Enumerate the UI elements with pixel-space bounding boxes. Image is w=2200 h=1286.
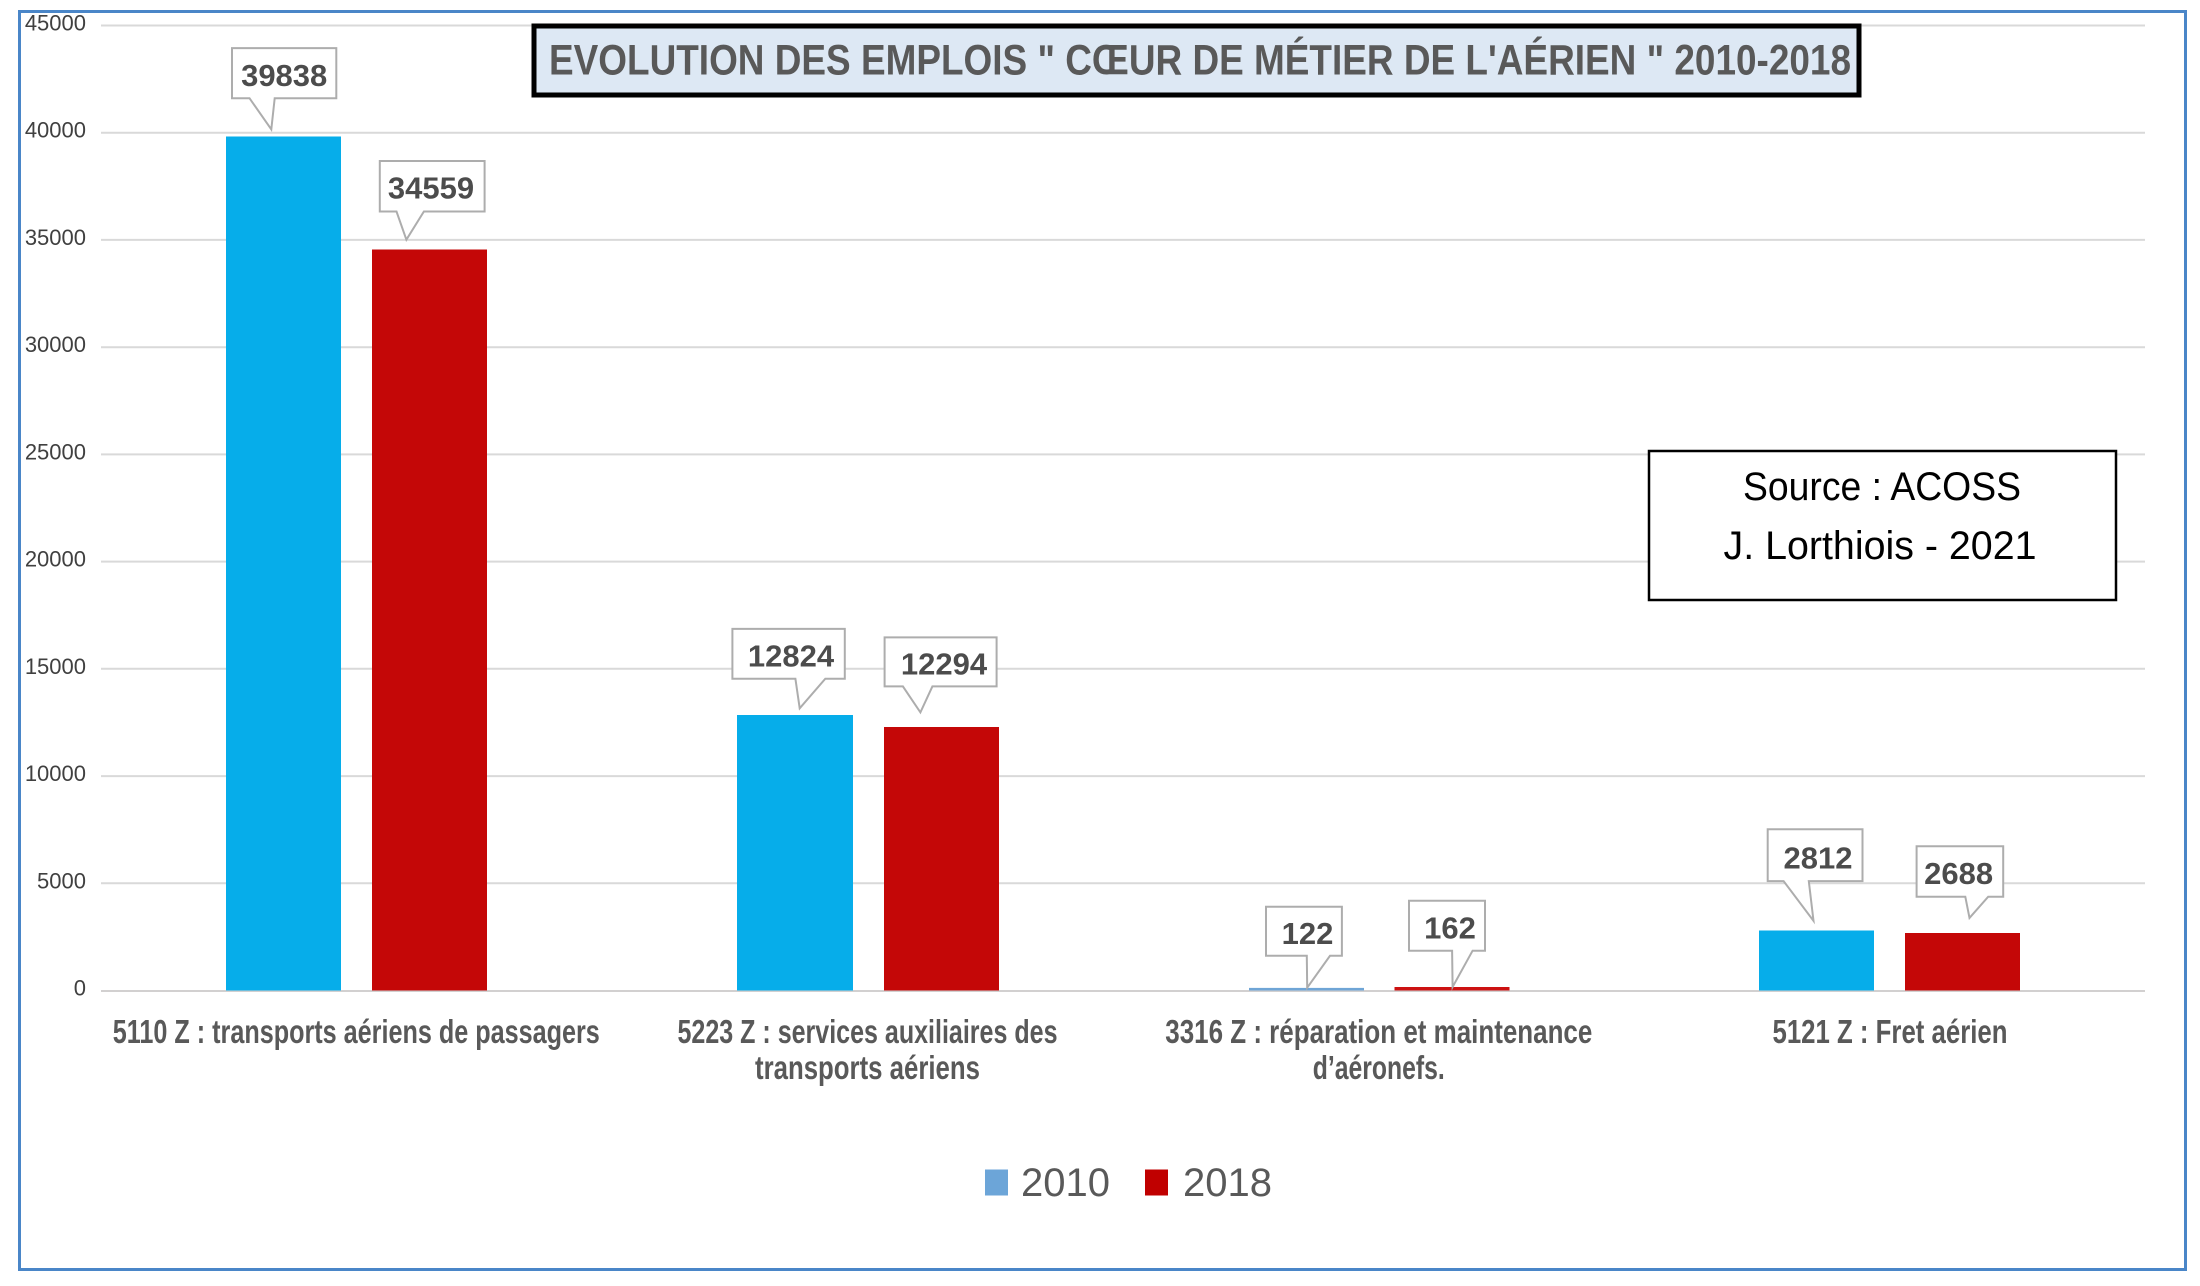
svg-text:162: 162 xyxy=(1424,910,1476,945)
svg-text:122: 122 xyxy=(1282,916,1334,951)
svg-text:2812: 2812 xyxy=(1784,841,1853,876)
svg-text:EVOLUTION DES EMPLOIS " CŒUR D: EVOLUTION DES EMPLOIS " CŒUR DE MÉTIER D… xyxy=(549,37,1851,85)
svg-text:12294: 12294 xyxy=(901,646,988,681)
svg-text:20000: 20000 xyxy=(25,547,86,572)
svg-text:10000: 10000 xyxy=(25,761,86,786)
svg-text:2018: 2018 xyxy=(1183,1161,1272,1205)
svg-text:35000: 35000 xyxy=(25,225,86,250)
svg-text:39838: 39838 xyxy=(241,58,327,93)
svg-text:transports aériens: transports aériens xyxy=(755,1049,980,1086)
svg-text:45000: 45000 xyxy=(25,11,86,36)
svg-text:12824: 12824 xyxy=(748,638,835,673)
svg-text:25000: 25000 xyxy=(25,439,86,464)
svg-text:3316 Z : réparation et mainten: 3316 Z : réparation et maintenance xyxy=(1165,1013,1592,1050)
svg-text:5000: 5000 xyxy=(37,868,86,893)
svg-text:40000: 40000 xyxy=(25,118,86,143)
svg-text:5110 Z : transports aériens de: 5110 Z : transports aériens de passagers xyxy=(113,1013,600,1050)
svg-text:Source : ACOSS: Source : ACOSS xyxy=(1743,465,2021,509)
svg-text:d’aéronefs.: d’aéronefs. xyxy=(1313,1049,1445,1086)
svg-text:5121 Z : Fret aérien: 5121 Z : Fret aérien xyxy=(1773,1013,2008,1050)
svg-text:30000: 30000 xyxy=(25,332,86,357)
svg-text:34559: 34559 xyxy=(388,171,474,206)
svg-text:2688: 2688 xyxy=(1924,856,1993,891)
svg-text:5223 Z : services auxiliaires: 5223 Z : services auxiliaires des xyxy=(678,1013,1058,1050)
svg-text:J. Lorthiois - 2021: J. Lorthiois - 2021 xyxy=(1724,524,2037,568)
svg-text:2010: 2010 xyxy=(1021,1161,1110,1205)
svg-text:0: 0 xyxy=(74,976,86,1001)
svg-text:15000: 15000 xyxy=(25,654,86,679)
